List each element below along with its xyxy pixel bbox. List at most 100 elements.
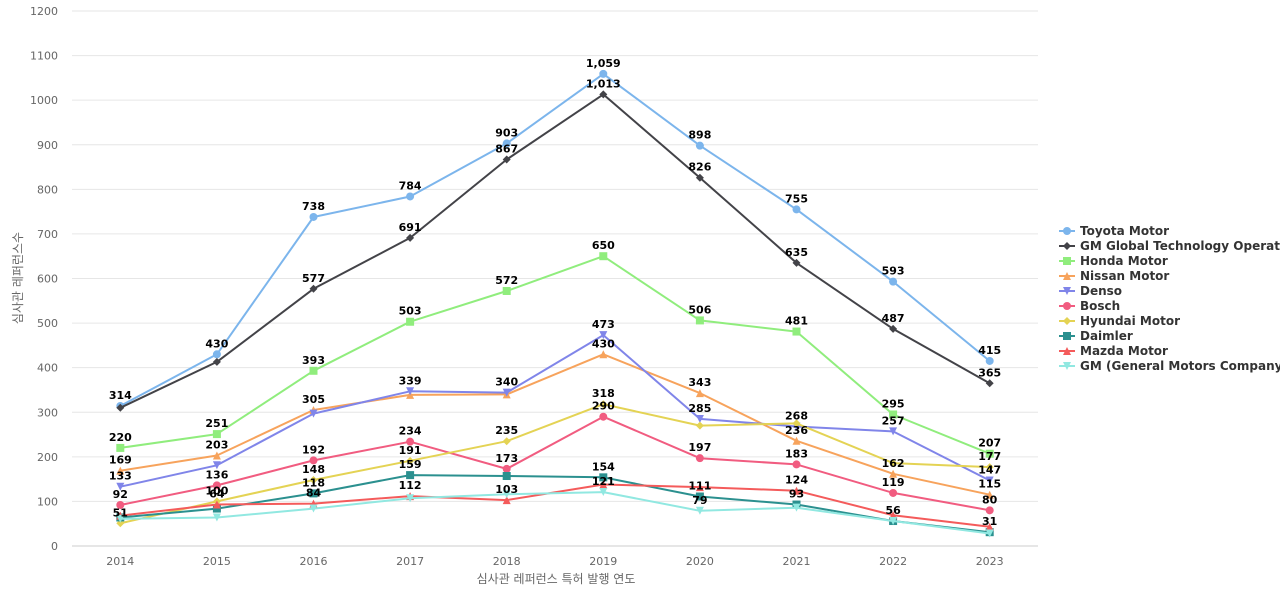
data-point (695, 506, 704, 515)
data-point (599, 473, 608, 482)
data-label: 318 (592, 387, 615, 400)
series-8 (116, 480, 994, 531)
series-line (120, 403, 990, 525)
y-axis: 0 100 200 300 400 500 600 700 800 900 1000 1100 1200 (30, 5, 58, 553)
data-point (212, 504, 221, 513)
legend-item[interactable]: GM (General Motors Company) (1059, 359, 1280, 373)
data-label: 220 (109, 431, 132, 444)
data-point (116, 403, 125, 412)
legend-symbol (1063, 287, 1071, 295)
legend-item[interactable]: Denso (1059, 284, 1122, 298)
data-point (985, 379, 994, 388)
data-label: 154 (592, 460, 615, 473)
data-label: 903 (495, 126, 518, 139)
series-line (120, 255, 991, 455)
data-label: 305 (302, 393, 325, 406)
data-label: 650 (592, 239, 615, 252)
data-label: 118 (302, 476, 325, 489)
legend-item[interactable]: Nissan Motor (1059, 269, 1169, 283)
data-point (599, 400, 608, 409)
data-point (406, 317, 415, 326)
series-line (120, 353, 990, 496)
y-tick-label: 300 (37, 406, 58, 419)
data-label: 100 (205, 484, 228, 497)
legend-item[interactable]: Honda Motor (1059, 254, 1168, 268)
x-tick-label: 2017 (396, 555, 424, 568)
x-tick-label: 2021 (783, 555, 811, 568)
legend-item[interactable]: Daimler (1059, 329, 1133, 343)
data-label: 79 (692, 494, 707, 507)
data-label: 572 (495, 274, 518, 287)
data-point (792, 205, 801, 214)
data-label: 192 (302, 443, 325, 456)
legend-label: Denso (1080, 284, 1122, 298)
data-point (212, 500, 221, 509)
data-label: 159 (399, 458, 422, 471)
x-tick-label: 2023 (976, 555, 1004, 568)
data-point (695, 173, 704, 182)
data-label: 257 (882, 414, 905, 427)
data-point (599, 488, 608, 497)
data-label: 124 (785, 474, 808, 487)
data-point (792, 258, 801, 267)
data-point (889, 324, 898, 333)
data-point (889, 459, 898, 468)
data-label: 593 (882, 265, 905, 278)
data-point (985, 490, 994, 499)
y-tick-label: 1000 (30, 94, 58, 107)
legend-item[interactable]: Hyundai Motor (1059, 314, 1180, 328)
data-point (889, 469, 898, 478)
data-label: 826 (688, 161, 711, 174)
data-point (889, 427, 898, 436)
data-point (889, 488, 898, 497)
data-label: 481 (785, 315, 808, 328)
data-label: 169 (109, 454, 132, 467)
series-3 (116, 350, 994, 499)
legend-item[interactable]: GM Global Technology Operat... (1059, 239, 1280, 253)
y-tick-label: 200 (37, 451, 58, 464)
data-label: 31 (982, 515, 997, 528)
legend-label: Daimler (1080, 329, 1133, 343)
data-label: 84 (306, 487, 322, 500)
data-point (502, 286, 511, 295)
data-point (406, 437, 415, 446)
data-label: 203 (205, 438, 228, 451)
data-point (116, 514, 125, 523)
legend-item[interactable]: Bosch (1059, 299, 1120, 313)
series-line (119, 93, 991, 409)
y-tick-label: 1100 (30, 50, 58, 63)
data-label: 51 (113, 506, 128, 519)
data-label: 393 (302, 354, 325, 367)
data-point (406, 471, 415, 480)
data-point (792, 486, 801, 495)
data-point (695, 389, 704, 398)
y-tick-label: 600 (37, 273, 58, 286)
series-line (120, 474, 990, 534)
data-label: 738 (302, 200, 325, 213)
series-4 (116, 331, 994, 491)
data-label: 148 (302, 463, 325, 476)
data-point (695, 414, 704, 423)
data-point (599, 331, 608, 340)
data-point (502, 490, 511, 499)
legend-symbol (1063, 242, 1071, 250)
data-label: 473 (592, 318, 615, 331)
data-label: 111 (688, 480, 711, 493)
data-point (985, 463, 994, 472)
data-point (502, 139, 511, 148)
series-line (119, 72, 991, 407)
data-label: 755 (785, 192, 808, 205)
data-point (695, 454, 704, 463)
data-point (212, 430, 221, 439)
x-tick-label: 2019 (589, 555, 617, 568)
legend-symbol (1063, 317, 1071, 325)
legend-item[interactable]: Mazda Motor (1059, 344, 1168, 358)
data-label: 92 (113, 488, 128, 501)
data-point (889, 410, 898, 419)
data-label: 234 (399, 425, 422, 438)
data-label: 162 (882, 457, 905, 470)
data-label: 691 (399, 221, 422, 234)
legend-item[interactable]: Toyota Motor (1059, 224, 1169, 238)
